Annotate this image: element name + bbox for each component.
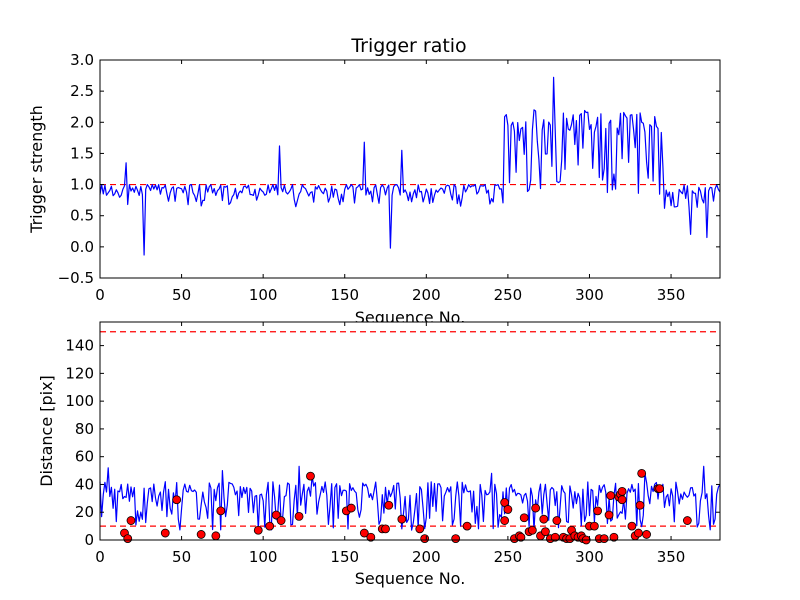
scatter-point (637, 468, 647, 478)
scatter-point (451, 534, 461, 544)
y-tick-label: 0.5 (70, 207, 94, 225)
scatter-point (527, 525, 537, 535)
scatter-point (271, 510, 281, 520)
scatter-point (294, 511, 304, 521)
series-line (99, 76, 721, 256)
x-tick-label: 350 (657, 286, 686, 304)
scatter-point (519, 513, 529, 523)
scatter-point (253, 525, 263, 535)
scatter-point (415, 524, 425, 534)
scatter-point (359, 528, 369, 538)
x-tick-label: 300 (575, 286, 604, 304)
scatter-point (642, 530, 651, 539)
y-tick-label: 0.0 (70, 238, 94, 256)
x-tick-label: 250 (494, 548, 523, 566)
x-tick-label: 0 (95, 548, 105, 566)
scatter-point (531, 503, 541, 513)
scatter-point (216, 506, 226, 516)
scatter-point (599, 534, 609, 544)
x-tick-label: 200 (412, 548, 441, 566)
x-tick-label: 0 (95, 286, 105, 304)
y-tick-label: 1.0 (70, 176, 94, 194)
x-axis-ticks: 0 50 100 150 200 250 300 350 (95, 60, 685, 304)
y-tick-label: 2.0 (70, 113, 94, 131)
x-axis-label: Sequence No. (355, 569, 466, 588)
x-tick-label: 250 (494, 286, 523, 304)
scatter-point (500, 516, 510, 525)
series-line (99, 465, 721, 531)
scatter-point (552, 516, 562, 525)
distance-chart: 0 50 100 150 200 250 300 350 0 20 40 60 80 100 120 140… (37, 321, 721, 588)
scatter-point (196, 530, 206, 539)
trigger-ratio-chart: Trigger ratio 0 50 100 150 200 250 300 350 −0.5… (27, 35, 721, 327)
scatter-point (381, 524, 390, 534)
scatter-point (627, 521, 637, 531)
y-tick-label: 2.5 (70, 82, 94, 100)
y-tick-label: 60 (75, 448, 94, 466)
scatter-point (126, 516, 136, 525)
y-tick-label: −0.5 (58, 269, 94, 287)
y-tick-label: 40 (75, 475, 94, 493)
scatter-point (265, 521, 275, 531)
x-tick-label: 150 (330, 548, 359, 566)
scatter-point (384, 500, 394, 510)
scatter-point (617, 495, 627, 505)
reference-lines (100, 331, 720, 527)
scatter-point (593, 506, 603, 516)
y-tick-label: 20 (75, 503, 94, 521)
x-tick-label: 200 (412, 286, 441, 304)
y-tick-label: 120 (65, 364, 94, 382)
data-series (99, 76, 721, 256)
scatter-point (211, 531, 221, 541)
scatter-point (160, 528, 170, 538)
y-tick-label: 140 (65, 337, 94, 355)
y-axis-label: Distance [pix] (37, 375, 56, 487)
scatter-point (589, 521, 599, 531)
y-tick-label: 100 (65, 392, 94, 410)
scatter-point (635, 500, 645, 510)
x-tick-label: 150 (330, 286, 359, 304)
y-tick-label: 3.0 (70, 51, 94, 69)
scatter-point (123, 534, 133, 544)
scatter-point (366, 532, 376, 542)
x-tick-label: 300 (575, 548, 604, 566)
scatter-point (539, 514, 549, 524)
axes-frame (99, 59, 721, 279)
plot-area (100, 60, 720, 278)
y-tick-label: 1.5 (70, 144, 94, 162)
scatter-point (503, 505, 513, 514)
scatter-point (634, 528, 643, 538)
y-axis-ticks: −0.5 0.0 0.5 1.0 1.5 2.0 2.5 3.0 (58, 51, 720, 287)
scatter-point (541, 527, 550, 537)
scatter-point (682, 516, 692, 525)
axes-frame (99, 321, 721, 541)
scatter-point (609, 532, 619, 542)
scatter-point (617, 487, 627, 496)
scatter-point (420, 534, 430, 544)
scatter-point (172, 495, 182, 505)
x-tick-label: 100 (249, 286, 278, 304)
scatter-point (655, 484, 665, 494)
scatter-point (606, 491, 616, 500)
x-axis-ticks: 0 50 100 150 200 250 300 350 (95, 322, 685, 566)
scatter-point (276, 516, 286, 525)
y-tick-label: 0 (84, 531, 94, 549)
y-axis-ticks: 0 20 40 60 80 100 120 140 (65, 337, 720, 549)
x-tick-label: 350 (657, 548, 686, 566)
x-tick-label: 50 (172, 548, 191, 566)
chart-title: Trigger ratio (350, 35, 466, 57)
scatter-point (516, 532, 526, 542)
scatter-point (346, 503, 356, 513)
y-tick-label: 80 (75, 420, 94, 438)
scatter-point (306, 471, 315, 481)
data-series (99, 465, 721, 545)
x-tick-label: 50 (172, 286, 191, 304)
scatter-point (397, 514, 407, 524)
x-tick-label: 100 (249, 548, 278, 566)
scatter-point (604, 510, 614, 520)
scatter-point (462, 521, 472, 531)
y-axis-label: Trigger strength (27, 105, 46, 234)
